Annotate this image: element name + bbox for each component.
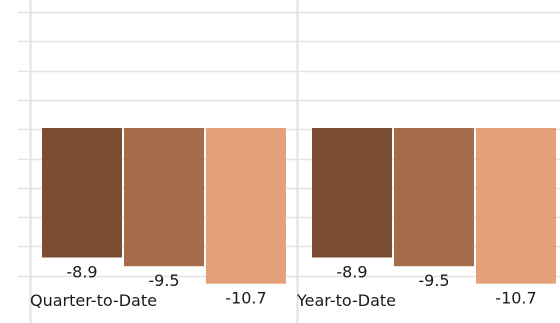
data-label: -9.5 bbox=[148, 271, 179, 290]
bar bbox=[124, 128, 204, 267]
bar bbox=[476, 128, 556, 284]
data-label: -10.7 bbox=[225, 289, 266, 308]
data-label: -8.9 bbox=[66, 262, 97, 281]
data-label: -10.7 bbox=[495, 289, 536, 308]
bar bbox=[206, 128, 286, 284]
bars bbox=[42, 128, 556, 284]
data-label: -8.9 bbox=[336, 262, 367, 281]
bar bbox=[312, 128, 392, 258]
bar bbox=[394, 128, 474, 267]
category-label: Quarter-to-Date bbox=[30, 291, 157, 310]
bar bbox=[42, 128, 122, 258]
data-label: -9.5 bbox=[418, 271, 449, 290]
category-label: Year-to-Date bbox=[296, 291, 396, 310]
data-labels: -8.9 -9.5 -10.7 -8.9 -9.5 -10.7 bbox=[66, 262, 536, 307]
category-labels: Quarter-to-Date Year-to-Date bbox=[30, 291, 396, 310]
